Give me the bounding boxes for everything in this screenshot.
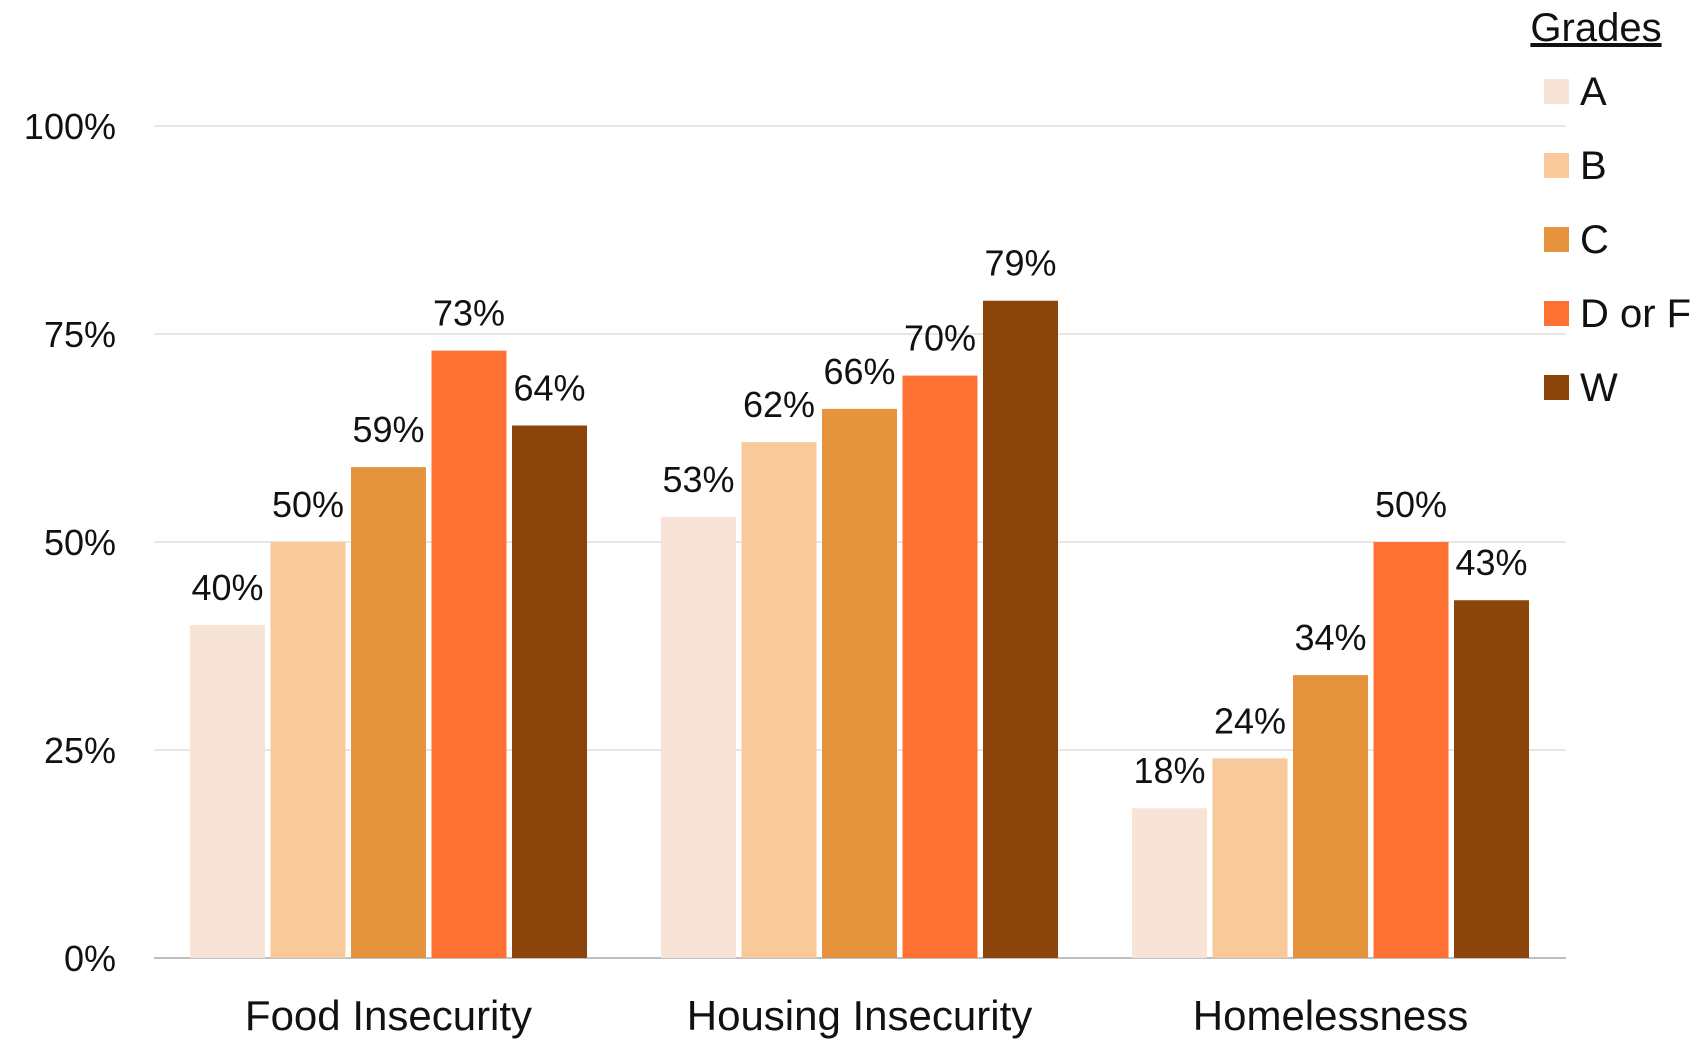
legend-swatch [1544,79,1569,104]
bar [271,542,346,958]
bar [1132,808,1207,958]
legend-swatch [1544,153,1569,178]
bar [742,442,817,958]
legend-label: W [1580,366,1618,410]
data-label: 34% [1294,617,1366,658]
data-label: 40% [191,567,263,608]
legend-swatch [1544,227,1569,252]
legend-label: C [1580,218,1609,262]
data-label: 59% [352,409,424,450]
data-label: 18% [1133,750,1205,791]
bar [190,625,265,958]
legend-label: B [1580,144,1607,188]
legend-label: D or F [1580,292,1691,336]
x-category-label: Food Insecurity [245,992,532,1039]
bar [512,426,587,958]
bar [1213,758,1288,958]
bar [1374,542,1449,958]
y-tick-label: 0% [64,938,116,979]
data-label: 66% [823,351,895,392]
bar [903,376,978,958]
x-category-label: Homelessness [1193,992,1468,1039]
data-label: 64% [513,368,585,409]
bar [351,467,426,958]
x-axis: Food Insecurity Housing Insecurity Homeles… [245,992,1468,1039]
data-label: 73% [433,293,505,334]
legend-swatch [1544,375,1569,400]
legend-title: Grades [1530,6,1661,50]
y-axis: 0% 25% 50% 75% 100% [24,106,116,979]
bar [1293,675,1368,958]
data-label: 53% [662,459,734,500]
y-tick-label: 50% [44,522,116,563]
legend-swatch [1544,301,1569,326]
bar [661,517,736,958]
bar [432,351,507,958]
y-tick-label: 100% [24,106,116,147]
legend-label: A [1580,70,1607,114]
data-label: 24% [1214,700,1286,741]
x-category-label: Housing Insecurity [687,992,1033,1039]
data-label: 43% [1455,542,1527,583]
data-label: 50% [272,484,344,525]
data-label: 70% [904,318,976,359]
data-label: 50% [1375,484,1447,525]
data-label: 79% [984,243,1056,284]
bar [1454,600,1529,958]
legend: Grades ABC D or F W [1530,6,1691,410]
y-tick-label: 75% [44,314,116,355]
y-tick-label: 25% [44,730,116,771]
bar [983,301,1058,958]
data-label: 62% [743,384,815,425]
bar [822,409,897,958]
